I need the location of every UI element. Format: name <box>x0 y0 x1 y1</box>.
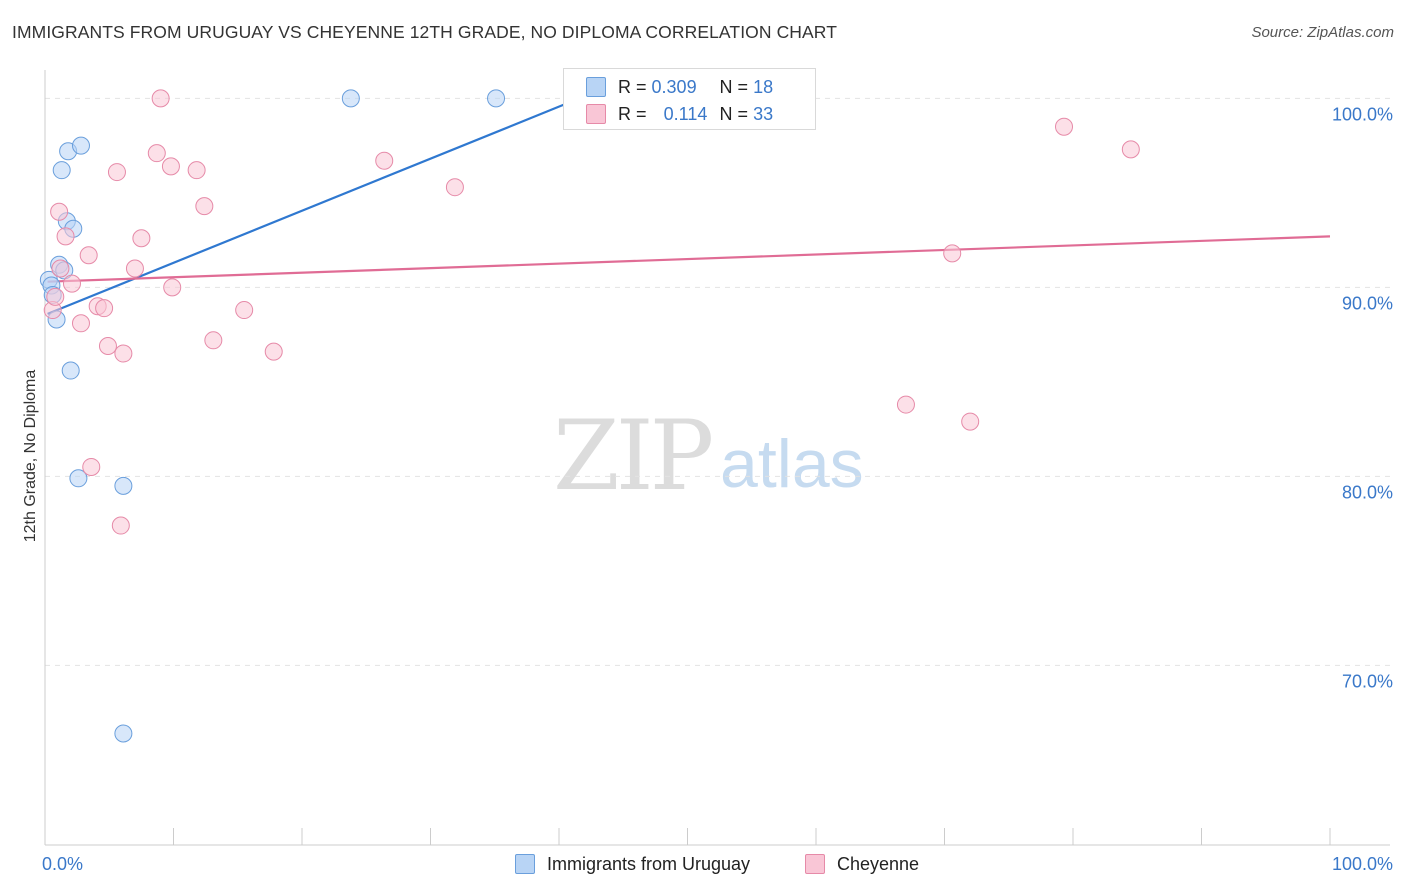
point-cheyenne <box>961 412 980 431</box>
legend-swatch-uruguay <box>586 77 606 97</box>
point-cheyenne <box>195 197 214 216</box>
point-uruguay <box>487 89 506 108</box>
grid-lines <box>45 97 1390 666</box>
point-cheyenne <box>71 314 90 333</box>
point-cheyenne <box>163 278 182 297</box>
y-tick-label: 80.0% <box>1342 482 1393 502</box>
legend-r-value: 0.114 <box>663 103 708 124</box>
y-tick-label: 100.0% <box>1332 104 1393 124</box>
watermark-atlas: atlas <box>720 426 864 502</box>
legend-r-label: R = <box>618 76 647 97</box>
tick-labels: 70.0% 80.0% 90.0% 100.0% 0.0% 100.0% <box>42 104 1393 874</box>
point-cheyenne <box>147 144 166 163</box>
point-cheyenne <box>264 342 283 361</box>
point-cheyenne <box>187 161 206 180</box>
point-cheyenne <box>107 163 126 182</box>
point-cheyenne <box>235 301 254 320</box>
x-tick-label: 100.0% <box>1332 854 1393 874</box>
point-cheyenne <box>151 89 170 108</box>
point-cheyenne <box>111 516 130 535</box>
bottom-legend-swatch-cheyenne <box>805 854 825 874</box>
point-uruguay <box>341 89 360 108</box>
point-uruguay <box>114 724 133 743</box>
point-cheyenne <box>125 259 144 278</box>
bottom-legend-uruguay: Immigrants from Uruguay <box>515 852 750 876</box>
point-uruguay <box>52 161 71 180</box>
bottom-legend-label-cheyenne: Cheyenne <box>837 853 920 874</box>
trend-lines <box>47 103 1331 315</box>
legend-r-value: 0.309 <box>651 76 697 97</box>
point-cheyenne <box>161 157 180 176</box>
legend-row-cheyenne: R = 0.114 N = 33 <box>586 102 773 126</box>
point-cheyenne <box>1121 140 1140 159</box>
point-cheyenne <box>50 202 69 221</box>
trend-line-uruguay <box>47 103 566 315</box>
point-cheyenne <box>62 274 81 293</box>
point-cheyenne <box>896 395 915 414</box>
point-cheyenne <box>56 227 75 246</box>
point-cheyenne <box>375 151 394 170</box>
point-cheyenne <box>51 259 70 278</box>
point-cheyenne <box>82 457 101 476</box>
legend-n-label: N = <box>719 103 749 124</box>
legend-n-value: 33 <box>753 103 774 124</box>
bottom-legend-label-uruguay: Immigrants from Uruguay <box>547 853 751 874</box>
point-cheyenne <box>204 331 223 350</box>
point-cheyenne <box>98 336 117 355</box>
legend-r-label: R = <box>618 103 647 124</box>
point-cheyenne <box>445 178 464 197</box>
point-cheyenne <box>943 244 962 263</box>
point-uruguay <box>71 136 90 155</box>
correlation-legend: R = 0.309 N = 18 R = 0.114 N = 33 <box>563 68 816 130</box>
point-cheyenne <box>114 344 133 363</box>
x-tick-label: 0.0% <box>42 854 83 874</box>
point-cheyenne <box>46 287 65 306</box>
bottom-legend-swatch-uruguay <box>515 854 535 874</box>
chart-source: Source: ZipAtlas.com <box>1251 24 1394 41</box>
point-uruguay <box>114 476 133 495</box>
point-cheyenne <box>95 299 114 318</box>
watermark-zip: ZIP <box>553 400 714 512</box>
point-cheyenne <box>79 246 98 265</box>
bottom-legend-cheyenne: Cheyenne <box>805 852 919 876</box>
trend-line-cheyenne <box>47 235 1331 283</box>
chart-title: IMMIGRANTS FROM URUGUAY VS CHEYENNE 12TH… <box>12 22 838 42</box>
y-tick-label: 70.0% <box>1342 671 1393 691</box>
axes <box>44 70 1390 846</box>
y-tick-label: 90.0% <box>1342 293 1393 313</box>
point-cheyenne <box>132 229 151 248</box>
legend-row-uruguay: R = 0.309 N = 18 <box>586 75 773 99</box>
point-uruguay <box>61 361 80 380</box>
legend-n-value: 18 <box>753 76 774 97</box>
data-points <box>39 89 1140 743</box>
point-cheyenne <box>1055 117 1074 136</box>
legend-n-label: N = <box>719 76 749 97</box>
legend-swatch-cheyenne <box>586 104 606 124</box>
point-uruguay <box>69 469 88 488</box>
